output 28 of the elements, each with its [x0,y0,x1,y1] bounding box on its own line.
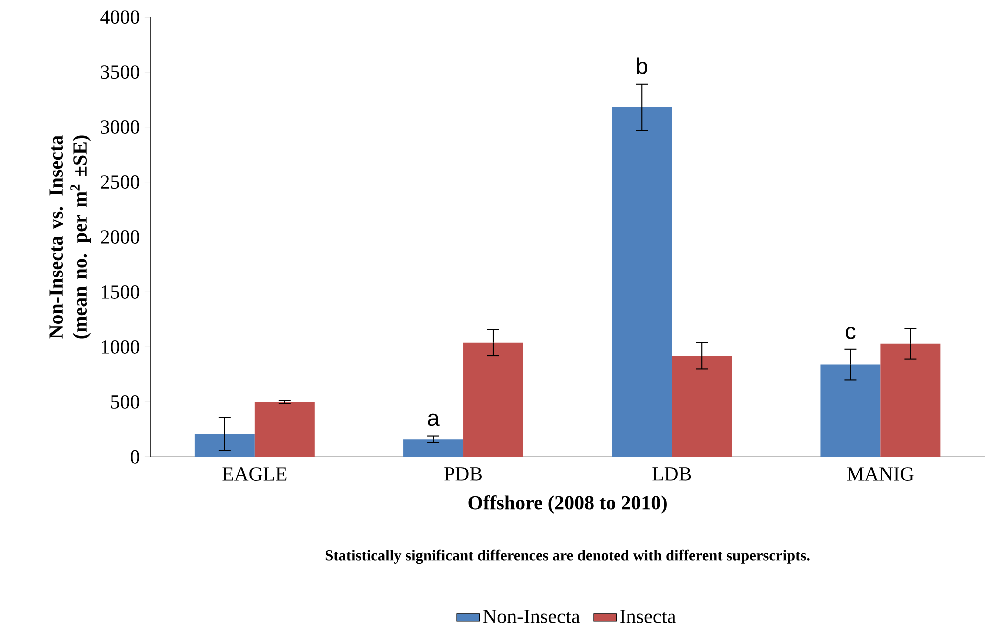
x-axis-title: Offshore (2008 to 2010) [468,495,667,514]
y-tick-label: 1000 [102,340,140,354]
y-tick-label: 3000 [101,120,140,134]
y-tick-label: 4000 [100,10,140,24]
legend-label: Non-Insecta [483,610,580,624]
annotation: a [428,414,440,426]
bar [672,356,732,458]
bar [880,344,941,458]
legend-label: Insecta [620,610,676,624]
annotation: c [846,326,856,340]
annotation: b [637,58,648,74]
y-tick-label: 2500 [101,175,140,189]
bar [404,440,464,458]
text: Statistically significant differences are denoted with different superscripts. [326,550,810,564]
x-tick-label: PDB [444,468,482,481]
bar [194,434,255,458]
bar [464,342,524,458]
y-tick-label: 2000 [101,230,140,244]
x-tick-label: EAGLE [222,468,287,481]
bar [254,402,315,458]
bar [820,364,881,458]
y-tick-label: 3500 [101,66,140,79]
bar [612,107,672,458]
x-tick-label: MANIG [847,468,914,481]
x-tick-label: LDB [652,468,692,481]
y-tick-label: 1500 [102,285,140,299]
y-tick-label: 500 [111,395,140,409]
y-tick-label: 0 [130,450,140,464]
